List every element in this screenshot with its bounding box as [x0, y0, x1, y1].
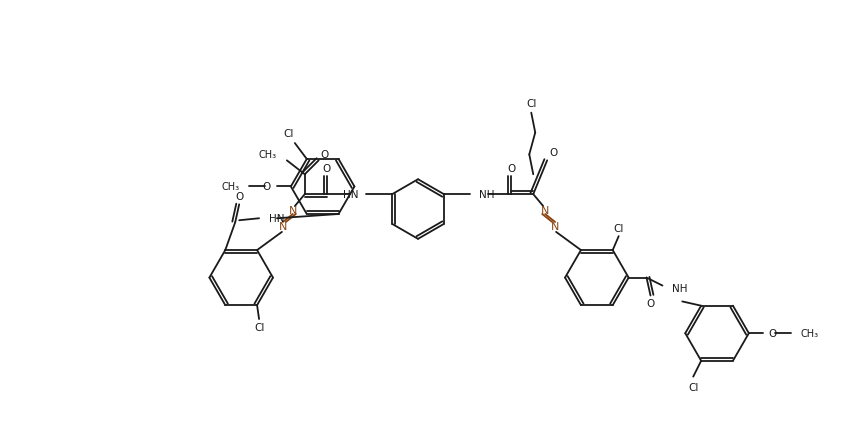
Text: Cl: Cl — [254, 322, 264, 332]
Text: CH₃: CH₃ — [221, 182, 239, 192]
Text: O: O — [235, 192, 243, 202]
Text: Cl: Cl — [283, 129, 294, 139]
Text: O: O — [262, 182, 271, 192]
Text: O: O — [320, 150, 329, 160]
Text: N: N — [541, 206, 549, 215]
Text: HN: HN — [269, 214, 284, 224]
Text: Cl: Cl — [526, 98, 537, 108]
Text: O: O — [322, 164, 331, 174]
Text: N: N — [278, 221, 287, 231]
Text: Cl: Cl — [688, 382, 698, 392]
Text: CH₃: CH₃ — [259, 150, 277, 160]
Text: CH₃: CH₃ — [801, 329, 818, 338]
Text: O: O — [647, 299, 654, 309]
Text: N: N — [551, 221, 559, 231]
Text: O: O — [507, 164, 516, 174]
Text: Cl: Cl — [613, 224, 624, 233]
Text: NH: NH — [479, 190, 495, 200]
Text: O: O — [549, 148, 558, 158]
Text: NH: NH — [672, 283, 688, 293]
Text: O: O — [769, 329, 777, 338]
Text: N: N — [288, 206, 297, 215]
Text: HN: HN — [343, 190, 358, 200]
